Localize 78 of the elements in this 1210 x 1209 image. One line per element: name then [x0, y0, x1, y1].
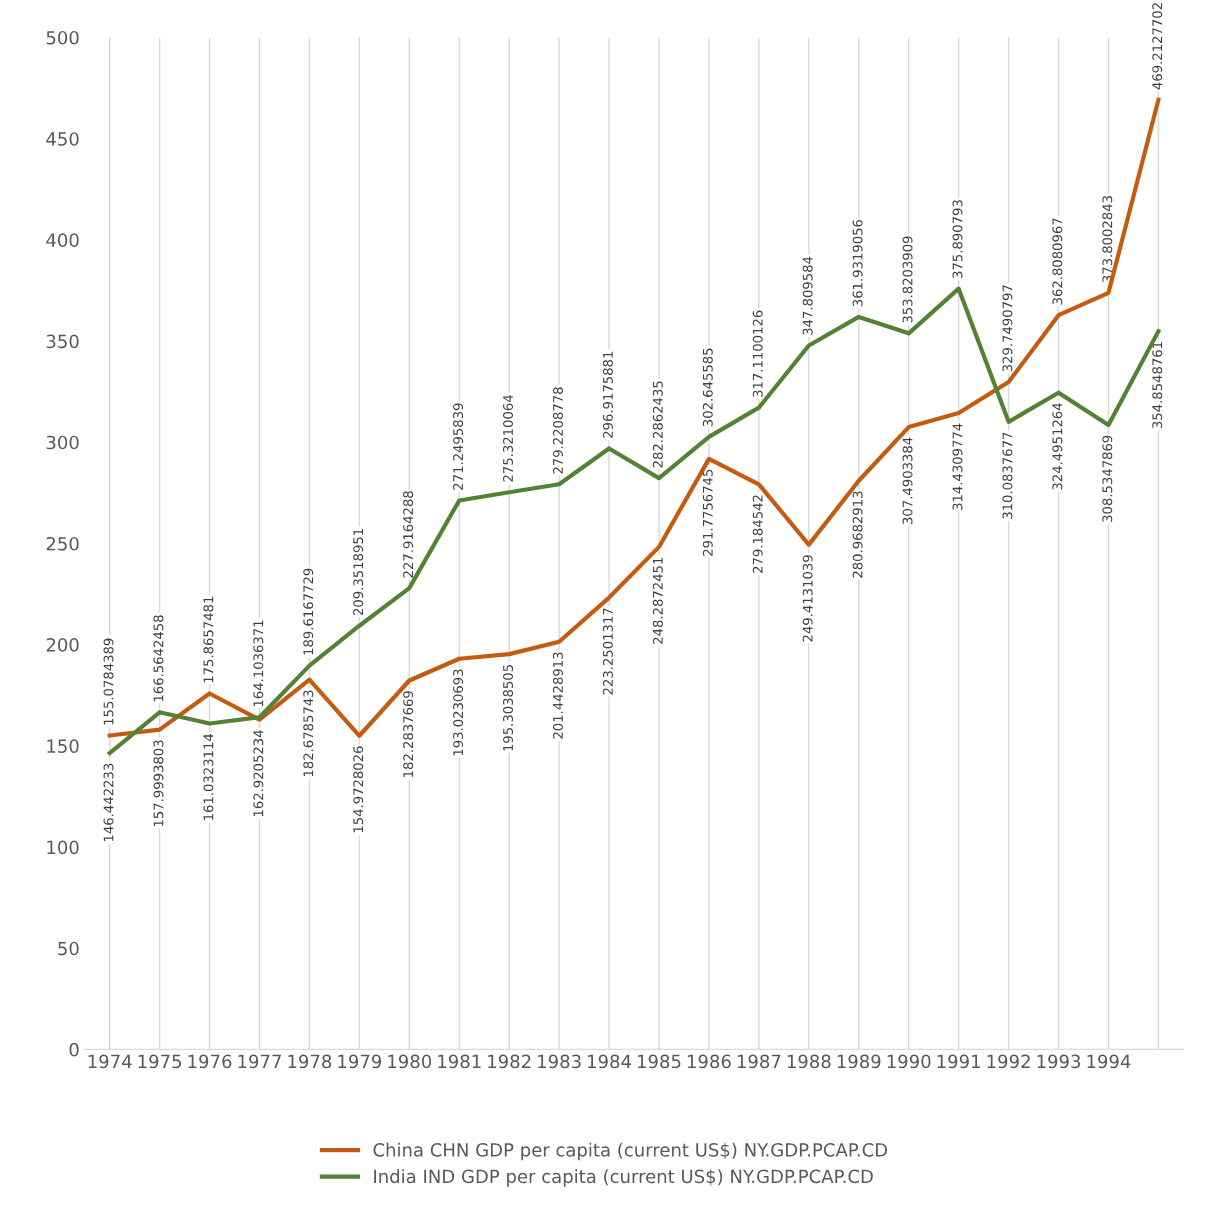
- data-label: 362.8080967: [1052, 218, 1063, 305]
- x-tick-label: 1981: [438, 1054, 481, 1069]
- data-label: 317.1100126: [752, 310, 763, 397]
- data-label: 279.184542: [752, 495, 763, 573]
- legend-label: India IND GDP per capita (current US$) NY.GDP.PCAP.CD: [374, 1169, 873, 1187]
- data-label: 166.5642458: [153, 615, 164, 702]
- data-label: 307.4903384: [902, 437, 913, 524]
- data-label: 347.809584: [802, 256, 813, 335]
- x-tick-label: 1983: [538, 1054, 581, 1069]
- x-tick-label: 1977: [238, 1054, 281, 1069]
- data-label: 314.4309774: [952, 423, 963, 510]
- data-label: 375.890793: [952, 200, 963, 278]
- y-tick-label: 250: [46, 536, 79, 551]
- x-tick-label: 1980: [388, 1054, 432, 1069]
- data-label: 291.7756745: [702, 469, 713, 556]
- data-label: 223.2501317: [602, 608, 613, 695]
- x-tick-label: 1976: [188, 1054, 232, 1069]
- data-label: 275.3210064: [503, 395, 514, 482]
- data-label: 157.9993803: [153, 740, 164, 827]
- data-label: 161.0323114: [203, 733, 214, 820]
- data-label: 249.4131039: [802, 555, 813, 642]
- x-tick-label: 1987: [737, 1054, 781, 1069]
- data-label: 201.4428913: [552, 652, 563, 739]
- data-label: 361.9319056: [852, 219, 863, 307]
- y-tick-label: 350: [46, 334, 79, 349]
- legend-label: China CHN GDP per capita (current US$) NY.GDP.PCAP.CD: [373, 1142, 888, 1161]
- x-tick-label: 1991: [937, 1054, 980, 1069]
- y-tick-label: 100: [47, 840, 79, 855]
- data-label: 248.2872451: [652, 557, 663, 644]
- data-label: 280.9682913: [852, 491, 863, 578]
- x-tick-label: 1993: [1037, 1054, 1081, 1069]
- y-tick-label: 200: [46, 638, 79, 652]
- y-tick-label: 450: [46, 132, 79, 146]
- y-tick-label: 300: [46, 435, 79, 450]
- data-label: 195.3038505: [503, 665, 514, 751]
- data-label: 193.0230693: [453, 669, 464, 756]
- data-label: 282.2862435: [652, 381, 663, 468]
- y-tick-label: 500: [46, 30, 79, 45]
- y-tick-label: 400: [46, 233, 79, 247]
- data-label: 279.2208778: [552, 387, 563, 474]
- x-tick-label: 1989: [837, 1054, 881, 1069]
- x-tick-label: 1979: [338, 1054, 382, 1069]
- data-label: 146.442233: [103, 763, 114, 842]
- data-label: 154.9728026: [353, 746, 364, 833]
- y-tick-label: 0: [69, 1042, 79, 1057]
- data-label: 308.5347869: [1102, 435, 1113, 522]
- data-label: 329.7490797: [1002, 285, 1013, 372]
- x-tick-label: 1992: [987, 1054, 1030, 1069]
- data-label: 324.4951264: [1052, 403, 1063, 490]
- data-label: 227.9164288: [403, 491, 414, 578]
- data-label: 353.8203909: [902, 236, 913, 323]
- x-tick-label: 1984: [588, 1054, 632, 1069]
- y-tick-label: 150: [47, 739, 79, 753]
- x-tick-label: 1986: [687, 1054, 731, 1069]
- x-tick-label: 1975: [138, 1054, 182, 1069]
- data-label: 271.2495839: [453, 403, 464, 490]
- y-tick-label: 50: [58, 941, 79, 956]
- data-label: 164.1036371: [253, 620, 264, 707]
- data-label: 162.9205234: [253, 730, 264, 817]
- data-label: 469.2127702: [1152, 3, 1163, 90]
- data-label: 209.3518951: [353, 529, 364, 616]
- data-label: 302.645585: [702, 348, 713, 427]
- data-label: 296.9175881: [602, 351, 613, 438]
- data-label: 155.0784389: [103, 638, 114, 725]
- x-tick-label: 1985: [638, 1054, 681, 1069]
- data-label: 182.6785743: [303, 690, 314, 777]
- data-label: 175.8657481: [203, 596, 214, 683]
- data-label: 354.8548761: [1152, 342, 1163, 429]
- x-tick-label: 1978: [288, 1054, 332, 1069]
- x-tick-label: 1982: [488, 1054, 531, 1069]
- data-label: 373.8002843: [1102, 196, 1113, 283]
- x-tick-label: 1988: [787, 1054, 831, 1069]
- data-label: 310.0837677: [1002, 432, 1013, 519]
- x-tick-label: 1994: [1087, 1054, 1131, 1069]
- x-tick-label: 1990: [887, 1054, 931, 1069]
- x-tick-label: 1974: [88, 1054, 132, 1069]
- data-label: 189.6167729: [303, 568, 314, 655]
- data-label: 182.2837669: [403, 691, 414, 777]
